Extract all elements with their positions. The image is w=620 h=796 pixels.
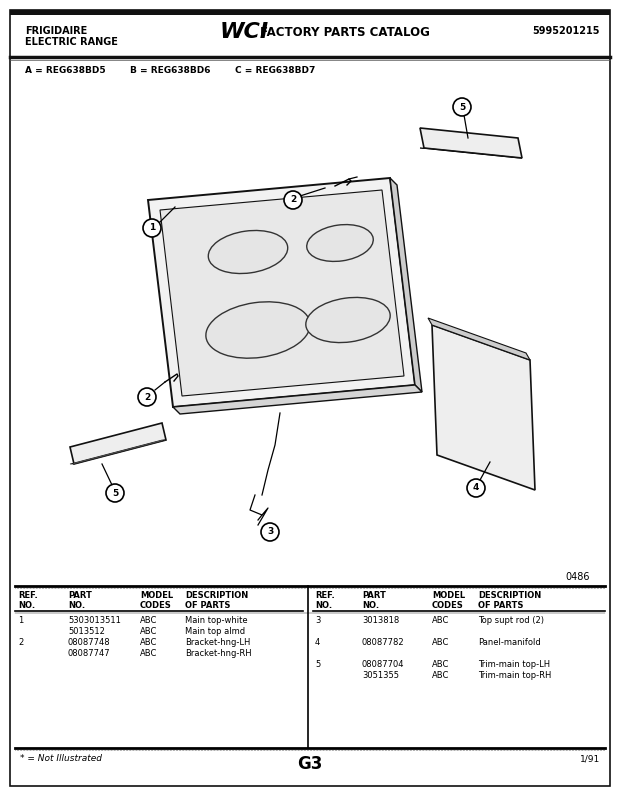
Text: G3: G3 bbox=[298, 755, 322, 773]
Ellipse shape bbox=[208, 231, 288, 274]
Text: C = REG638BD7: C = REG638BD7 bbox=[235, 66, 316, 75]
Ellipse shape bbox=[306, 298, 390, 342]
Polygon shape bbox=[390, 178, 422, 392]
Text: 1: 1 bbox=[149, 224, 155, 232]
Text: Top supt rod (2): Top supt rod (2) bbox=[478, 616, 544, 625]
Text: 5: 5 bbox=[315, 660, 321, 669]
Text: 5: 5 bbox=[112, 489, 118, 498]
Text: 1: 1 bbox=[18, 616, 24, 625]
Text: 0486: 0486 bbox=[565, 572, 590, 582]
Ellipse shape bbox=[307, 224, 373, 261]
Text: Trim-main top-LH
Trim-main top-RH: Trim-main top-LH Trim-main top-RH bbox=[478, 660, 551, 680]
Text: A = REG638BD5: A = REG638BD5 bbox=[25, 66, 105, 75]
Text: MODEL
CODES: MODEL CODES bbox=[140, 591, 173, 611]
Text: MODEL
CODES: MODEL CODES bbox=[432, 591, 465, 611]
Circle shape bbox=[143, 219, 161, 237]
Text: PART
NO.: PART NO. bbox=[362, 591, 386, 611]
Text: Panel-manifold: Panel-manifold bbox=[478, 638, 541, 647]
Text: 3: 3 bbox=[267, 528, 273, 537]
Polygon shape bbox=[428, 318, 530, 360]
Circle shape bbox=[453, 98, 471, 116]
Text: Bracket-hng-LH
Bracket-hng-RH: Bracket-hng-LH Bracket-hng-RH bbox=[185, 638, 252, 658]
Text: 08087704
3051355: 08087704 3051355 bbox=[362, 660, 404, 680]
Polygon shape bbox=[148, 178, 415, 407]
Text: ABC
ABC: ABC ABC bbox=[140, 616, 157, 636]
Text: FACTORY PARTS CATALOG: FACTORY PARTS CATALOG bbox=[260, 26, 430, 39]
Text: ELECTRIC RANGE: ELECTRIC RANGE bbox=[25, 37, 118, 47]
Polygon shape bbox=[420, 148, 522, 158]
Ellipse shape bbox=[206, 302, 310, 358]
Circle shape bbox=[106, 484, 124, 502]
Circle shape bbox=[261, 523, 279, 541]
Circle shape bbox=[284, 191, 302, 209]
Text: 2: 2 bbox=[290, 196, 296, 205]
Text: Main top-white
Main top almd: Main top-white Main top almd bbox=[185, 616, 247, 636]
Text: FRIGIDAIRE: FRIGIDAIRE bbox=[25, 26, 87, 36]
Text: 3013818: 3013818 bbox=[362, 616, 399, 625]
Text: REF.
NO.: REF. NO. bbox=[315, 591, 335, 611]
Text: ABC
ABC: ABC ABC bbox=[432, 660, 450, 680]
Circle shape bbox=[138, 388, 156, 406]
Text: 08087782: 08087782 bbox=[362, 638, 405, 647]
Text: PART
NO.: PART NO. bbox=[68, 591, 92, 611]
Text: WCI: WCI bbox=[220, 22, 269, 42]
Polygon shape bbox=[173, 385, 422, 414]
Text: 3: 3 bbox=[315, 616, 321, 625]
Text: ABC
ABC: ABC ABC bbox=[140, 638, 157, 658]
Text: DESCRIPTION
OF PARTS: DESCRIPTION OF PARTS bbox=[185, 591, 248, 611]
Polygon shape bbox=[70, 423, 166, 464]
Polygon shape bbox=[70, 440, 166, 464]
Text: ABC: ABC bbox=[432, 616, 450, 625]
Text: 5303013511
5013512: 5303013511 5013512 bbox=[68, 616, 121, 636]
Text: 5: 5 bbox=[459, 103, 465, 111]
Text: * = Not Illustrated: * = Not Illustrated bbox=[20, 754, 102, 763]
Text: 1/91: 1/91 bbox=[580, 754, 600, 763]
Bar bbox=[10, 10, 610, 15]
Text: 2: 2 bbox=[18, 638, 24, 647]
Text: 4: 4 bbox=[473, 483, 479, 493]
Text: REF.
NO.: REF. NO. bbox=[18, 591, 38, 611]
Text: 4: 4 bbox=[315, 638, 321, 647]
Text: 08087748
08087747: 08087748 08087747 bbox=[68, 638, 110, 658]
Polygon shape bbox=[432, 325, 535, 490]
Polygon shape bbox=[160, 190, 404, 396]
Text: B = REG638BD6: B = REG638BD6 bbox=[130, 66, 211, 75]
Text: 2: 2 bbox=[144, 392, 150, 401]
Circle shape bbox=[467, 479, 485, 497]
Text: ABC: ABC bbox=[432, 638, 450, 647]
Text: DESCRIPTION
OF PARTS: DESCRIPTION OF PARTS bbox=[478, 591, 541, 611]
Text: 5995201215: 5995201215 bbox=[533, 26, 600, 36]
Polygon shape bbox=[420, 128, 522, 158]
